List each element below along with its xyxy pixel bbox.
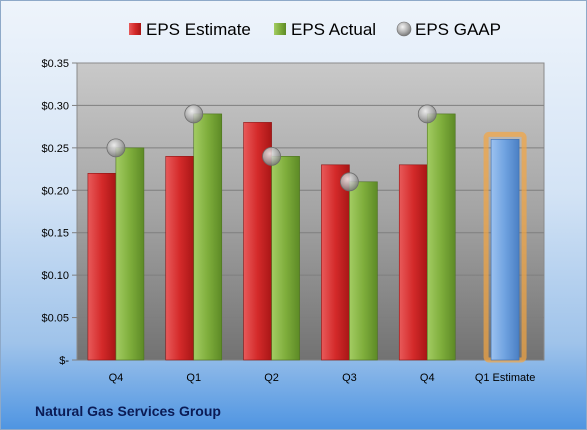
legend: EPS Estimate EPS Actual EPS GAAP (129, 20, 501, 39)
bar-eps-estimate (321, 164, 350, 361)
legend-swatch (129, 23, 141, 35)
bar-eps-actual (193, 113, 223, 361)
bar-q1-estimate (490, 139, 520, 361)
bar-eps-estimate (398, 164, 428, 361)
marker-eps-gaap (340, 172, 359, 192)
bar-eps-actual (426, 113, 456, 361)
y-axis: $- $0.05 $0.10 $0.15 $0.20 $0.25 $0.30 $0.35 (41, 58, 77, 367)
marker-eps-gaap (106, 138, 126, 158)
x-tick-label: Q3 (342, 372, 357, 384)
marker-eps-gaap (417, 104, 437, 124)
plot-area (76, 62, 545, 361)
y-tick-label: $0.20 (41, 185, 69, 197)
legend-item: EPS Estimate (129, 20, 251, 39)
y-tick-label: $0.30 (41, 100, 69, 112)
legend-item: EPS GAAP (396, 20, 501, 39)
x-tick-label: Q2 (264, 372, 279, 384)
x-tick-label: Q4 (420, 372, 435, 384)
legend-item: EPS Actual (274, 20, 376, 39)
y-tick-label: $- (59, 355, 69, 367)
gridlines (77, 104, 544, 319)
bar-eps-actual (349, 181, 378, 361)
bar-eps-actual (271, 156, 300, 361)
y-tick-label: $0.05 (41, 313, 69, 325)
legend-label: EPS GAAP (415, 20, 501, 39)
marker-eps-gaap (262, 146, 281, 166)
legend-swatch (396, 21, 412, 37)
legend-swatch (274, 23, 286, 35)
x-tick-label: Q1 (186, 372, 201, 384)
bars (87, 113, 527, 363)
legend-label: EPS Estimate (146, 20, 251, 39)
x-axis: Q4 Q1 Q2 Q3 Q4 Q1 Estimate (77, 359, 544, 384)
company-name: Natural Gas Services Group (35, 403, 221, 419)
x-tick-label: Q1 Estimate (475, 372, 536, 384)
y-tick-label: $0.35 (41, 58, 69, 70)
gaap-markers (106, 104, 437, 192)
bar-eps-estimate (165, 156, 195, 361)
legend-label: EPS Actual (291, 20, 376, 39)
x-tick-label: Q4 (109, 372, 124, 384)
bar-eps-estimate (87, 173, 117, 361)
y-tick-label: $0.10 (41, 270, 69, 282)
bar-eps-actual (115, 147, 145, 361)
marker-eps-gaap (184, 104, 204, 124)
y-tick-label: $0.25 (41, 143, 69, 155)
y-tick-label: $0.15 (41, 228, 69, 240)
